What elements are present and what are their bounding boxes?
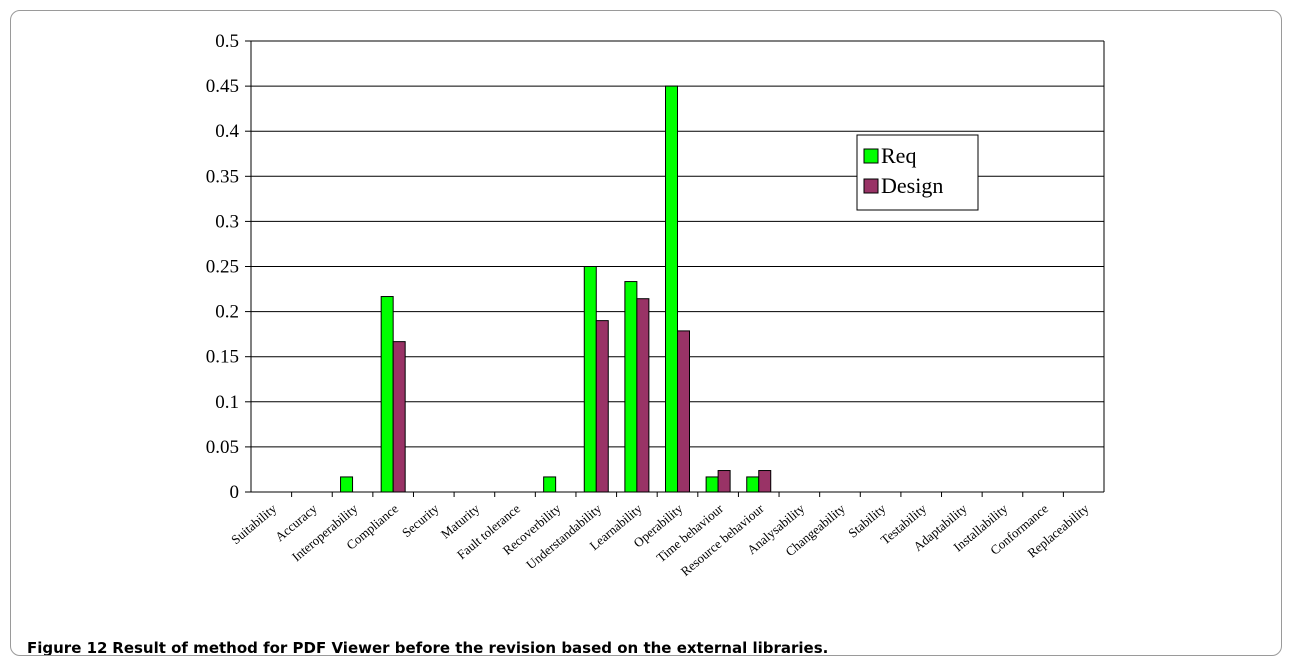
- figure-caption: Figure 12 Result of method for PDF Viewe…: [27, 639, 829, 656]
- x-tick-label: Security: [399, 500, 442, 540]
- legend-box: [856, 134, 979, 211]
- y-axis: 0 0.05 0.1 0.15 0.2 0.25 0.3 0.35 0.4 0.45 0.5: [206, 31, 1105, 503]
- x-tick-label: Suitability: [228, 500, 280, 547]
- bar-design-compliance: [392, 341, 406, 493]
- y-tick-label: 0.45: [206, 76, 239, 97]
- legend-label-design: Design: [881, 173, 943, 198]
- caption-text: Result of method for PDF Viewer before t…: [112, 639, 829, 656]
- legend-label-req: Req: [881, 143, 916, 168]
- bar-req-resource-behaviour: [746, 476, 760, 493]
- y-tick-label: 0: [230, 482, 240, 503]
- bar-req-interoperability: [340, 476, 354, 493]
- y-tick-label: 0.5: [215, 31, 239, 52]
- bar-chart: 0 0.05 0.1 0.15 0.2 0.25 0.3 0.35 0.4 0.45 0.5 Sui…: [206, 31, 1105, 579]
- figure-frame: 0 0.05 0.1 0.15 0.2 0.25 0.3 0.35 0.4 0.45 0.5 Sui…: [10, 10, 1282, 656]
- legend: Req Design: [856, 134, 979, 211]
- y-tick-label: 0.05: [206, 437, 239, 458]
- bar-req-learnability: [624, 281, 638, 493]
- bar-req-recoverbility: [543, 476, 557, 493]
- bar-design-understandability: [595, 320, 609, 493]
- bar-req-compliance: [380, 296, 394, 493]
- y-tick-label: 0.15: [206, 347, 239, 368]
- y-tick-label: 0.3: [215, 211, 239, 232]
- legend-swatch-design: [863, 178, 879, 194]
- y-tick-label: 0.4: [215, 121, 239, 142]
- bar-design-operability: [677, 330, 690, 493]
- y-tick-label: 0.25: [206, 257, 239, 278]
- bar-design-resource-behaviour: [758, 470, 772, 493]
- y-tick-label: 0.1: [215, 392, 239, 413]
- bar-design-time-behaviour: [717, 470, 731, 493]
- y-tick-label: 0.35: [206, 166, 239, 187]
- bar-req-understandability: [583, 266, 597, 493]
- caption-label: Figure 12: [27, 639, 108, 656]
- bar-design-learnability: [636, 298, 650, 493]
- x-axis: SuitabilityAccuracyInteroperabilityCompl…: [228, 491, 1104, 579]
- bar-req-time-behaviour: [705, 476, 719, 493]
- bars: [340, 85, 772, 493]
- legend-swatch-req: [863, 148, 879, 164]
- bar-req-operability: [665, 85, 678, 493]
- y-tick-label: 0.2: [215, 302, 239, 323]
